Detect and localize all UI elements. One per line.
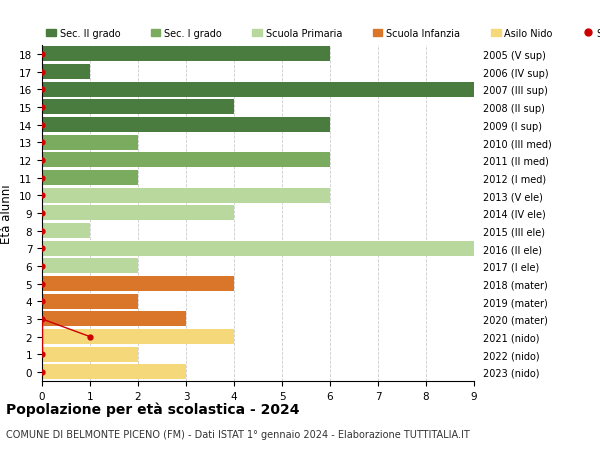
Bar	[42, 224, 90, 239]
Bar	[42, 135, 138, 151]
Text: COMUNE DI BELMONTE PICENO (FM) - Dati ISTAT 1° gennaio 2024 - Elaborazione TUTTI: COMUNE DI BELMONTE PICENO (FM) - Dati IS…	[6, 429, 470, 439]
Bar	[42, 83, 474, 97]
Y-axis label: Età alunni: Età alunni	[1, 184, 13, 243]
Bar	[42, 276, 234, 291]
Text: Popolazione per età scolastica - 2024: Popolazione per età scolastica - 2024	[6, 402, 299, 416]
Bar	[42, 241, 474, 256]
Bar	[42, 347, 138, 362]
Bar	[42, 330, 234, 344]
Bar	[42, 294, 138, 309]
Bar	[42, 100, 234, 115]
Bar	[42, 153, 330, 168]
Bar	[42, 118, 330, 133]
Bar	[42, 206, 234, 221]
Bar	[42, 171, 138, 185]
Legend: Sec. II grado, Sec. I grado, Scuola Primaria, Scuola Infanzia, Asilo Nido, Stran: Sec. II grado, Sec. I grado, Scuola Prim…	[42, 25, 600, 43]
Bar	[42, 364, 186, 380]
Bar	[42, 65, 90, 80]
Bar	[42, 312, 186, 327]
Bar	[42, 47, 330, 62]
Bar	[42, 188, 330, 203]
Bar	[42, 259, 138, 274]
